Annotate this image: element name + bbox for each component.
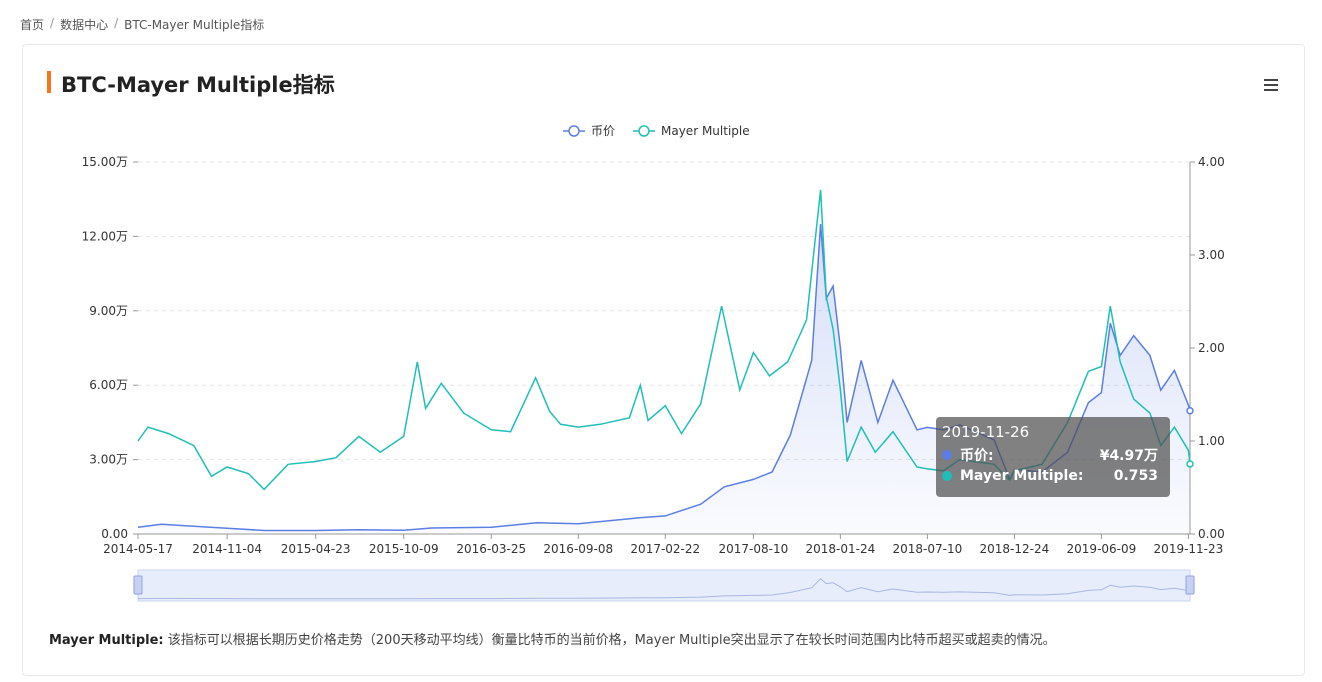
datazoom-left-handle xyxy=(133,575,143,595)
chart-description: Mayer Multiple: 该指标可以根据长期历史价格走势（200天移动平均… xyxy=(49,629,1056,648)
breadcrumb-separator: / xyxy=(114,16,119,30)
chart-svg[interactable]: 0.00 3.00万 6.00万 9.00万 12.00万 15.00万 0.00 1.00 2… xyxy=(23,45,1306,677)
y-left-tick-label: 12.00万 xyxy=(82,229,128,243)
legend-label: Mayer Multiple xyxy=(661,124,750,138)
datazoom-mini-line xyxy=(137,578,1191,600)
breadcrumb: 首页 / 数据中心 / BTC-Mayer Multiple指标 xyxy=(20,16,264,33)
breadcrumb-home[interactable]: 首页 xyxy=(20,18,45,32)
x-tick-label: 2018-07-10 xyxy=(893,542,963,556)
tooltip-price-dot xyxy=(942,450,952,460)
y-right-tick-label: 3.00 xyxy=(1198,248,1225,262)
datazoom-right-handle xyxy=(1185,575,1195,595)
x-tick-label: 2018-01-24 xyxy=(806,542,876,556)
tooltip-date: 2019-11-26 xyxy=(942,423,1030,441)
y-left-tick-label: 15.00万 xyxy=(82,155,128,169)
series-area-price xyxy=(138,224,1190,534)
breadcrumb-data-center[interactable]: 数据中心 xyxy=(60,18,109,32)
x-tick-label: 2016-09-08 xyxy=(543,542,613,556)
tooltip-mayer-dot xyxy=(942,471,952,481)
legend-label: 币价 xyxy=(591,124,615,138)
y-left-tick-label: 9.00万 xyxy=(89,304,128,318)
tooltip-mayer-value: 0.753 xyxy=(1113,468,1158,484)
x-tick-label: 2017-08-10 xyxy=(718,542,788,556)
tooltip-mayer-label: Mayer Multiple: xyxy=(960,468,1084,484)
y-left-tick-label: 0.00 xyxy=(101,527,128,541)
x-tick-label: 2016-03-25 xyxy=(456,542,526,556)
y-right-tick-label: 0.00 xyxy=(1198,527,1225,541)
hamburger-menu-icon[interactable] xyxy=(1264,79,1278,91)
legend-marker xyxy=(568,125,580,137)
datazoom-track xyxy=(137,569,1191,602)
x-tick-label: 2017-02-22 xyxy=(630,542,700,556)
x-tick-label: 2014-05-17 xyxy=(103,542,173,556)
card-title: BTC-Mayer Multiple指标 xyxy=(61,73,335,97)
breadcrumb-separator: / xyxy=(50,16,55,30)
description-label: Mayer Multiple: xyxy=(49,633,164,648)
title-accent-bar xyxy=(47,71,51,93)
chart-card: BTC-Mayer Multiple指标 0.00 3.00万 6.00万 9.00万… xyxy=(22,44,1305,676)
y-left-tick-label: 3.00万 xyxy=(89,453,128,467)
y-right-tick-label: 4.00 xyxy=(1198,155,1225,169)
tooltip-row-price: 币价: ¥4.97万 xyxy=(942,445,1164,465)
x-tick-label: 2015-04-23 xyxy=(281,542,351,556)
x-tick-label: 2019-11-23 xyxy=(1154,542,1224,556)
x-tick-label: 2018-12-24 xyxy=(980,542,1050,556)
y-right-tick-label: 2.00 xyxy=(1198,341,1225,355)
series-point-1 xyxy=(1186,460,1194,468)
legend-marker xyxy=(638,125,650,137)
series-line-price xyxy=(137,223,1191,532)
series-point-0 xyxy=(1186,406,1194,415)
x-tick-label: 2019-06-09 xyxy=(1067,542,1137,556)
tooltip-price-value: ¥4.97万 xyxy=(1099,448,1158,464)
description-text: 该指标可以根据长期历史价格走势（200天移动平均线）衡量比特币的当前价格，May… xyxy=(167,633,1056,648)
breadcrumb-current: BTC-Mayer Multiple指标 xyxy=(124,18,265,32)
y-left-tick-label: 6.00万 xyxy=(89,378,128,392)
tooltip-price-label: 币价: xyxy=(960,448,994,464)
y-right-tick-label: 1.00 xyxy=(1198,434,1225,448)
chart-tooltip: 2019-11-26 币价: ¥4.97万 Mayer Multiple: 0.… xyxy=(936,417,1170,497)
x-tick-label: 2015-10-09 xyxy=(369,542,439,556)
tooltip-row-mayer: Mayer Multiple: 0.753 xyxy=(942,468,1164,484)
x-tick-label: 2014-11-04 xyxy=(192,542,262,556)
